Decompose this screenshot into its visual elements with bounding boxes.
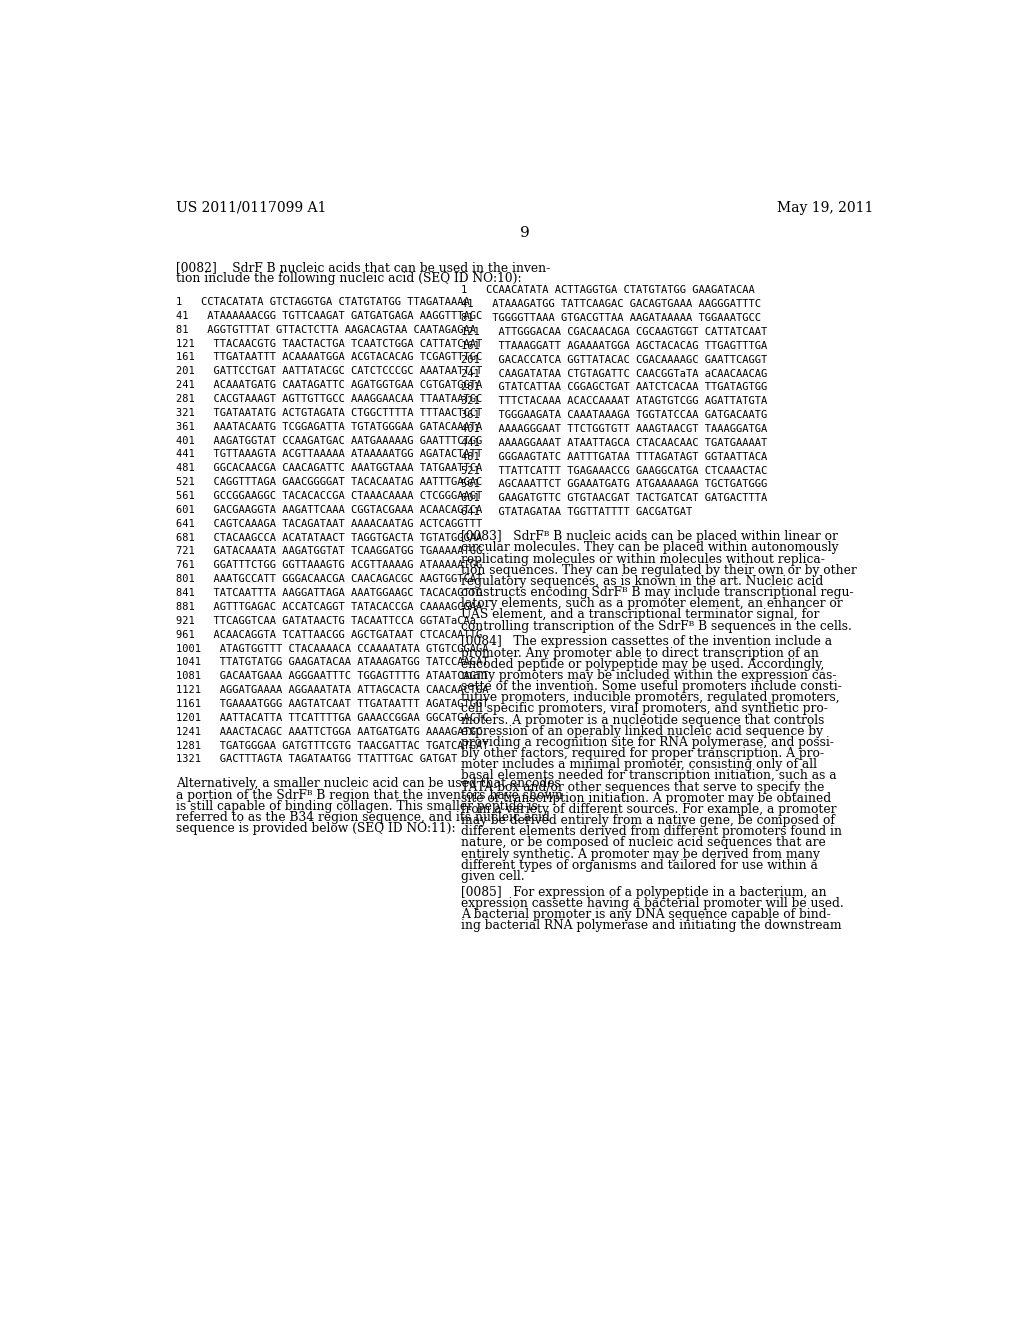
Text: 321   TTTCTACAAA ACACCAAAAT ATAGTGTCGG AGATTATGTA: 321 TTTCTACAAA ACACCAAAAT ATAGTGTCGG AGA… bbox=[461, 396, 768, 407]
Text: 241   ACAAATGATG CAATAGATTC AGATGGTGAA CGTGATGGTA: 241 ACAAATGATG CAATAGATTC AGATGGTGAA CGT… bbox=[176, 380, 482, 391]
Text: 1281   TGATGGGAA GATGTTTCGTG TAACGATTAC TGATCATGAT: 1281 TGATGGGAA GATGTTTCGTG TAACGATTAC TG… bbox=[176, 741, 488, 751]
Text: 521   CAGGTTTAGA GAACGGGGAT TACACAATAG AATTTGAGAC: 521 CAGGTTTAGA GAACGGGGAT TACACAATAG AAT… bbox=[176, 478, 482, 487]
Text: replicating molecules or within molecules without replica-: replicating molecules or within molecule… bbox=[461, 553, 825, 566]
Text: 761   GGATTTCTGG GGTTAAAGTG ACGTTAAAAG ATAAAAATGG: 761 GGATTTCTGG GGTTAAAGTG ACGTTAAAAG ATA… bbox=[176, 561, 482, 570]
Text: sequence is provided below (SEQ ID NO:11):: sequence is provided below (SEQ ID NO:11… bbox=[176, 822, 456, 836]
Text: 481   GGGAAGTATC AATTTGATAA TTTAGATAGT GGTAATTACA: 481 GGGAAGTATC AATTTGATAA TTTAGATAGT GGT… bbox=[461, 451, 768, 462]
Text: nature, or be composed of nucleic acid sequences that are: nature, or be composed of nucleic acid s… bbox=[461, 837, 826, 849]
Text: 721   GATACAAATA AAGATGGTAT TCAAGGATGG TGAAAAATGG: 721 GATACAAATA AAGATGGTAT TCAAGGATGG TGA… bbox=[176, 546, 482, 557]
Text: 1   CCAACATATA ACTTAGGTGA CTATGTATGG GAAGATACAA: 1 CCAACATATA ACTTAGGTGA CTATGTATGG GAAGA… bbox=[461, 285, 755, 296]
Text: 361   AAATACAATG TCGGAGATTA TGTATGGGAA GATACAAATA: 361 AAATACAATG TCGGAGATTA TGTATGGGAA GAT… bbox=[176, 422, 482, 432]
Text: sette of the invention. Some useful promoters include consti-: sette of the invention. Some useful prom… bbox=[461, 680, 842, 693]
Text: 641   CAGTCAAAGA TACAGATAAT AAAACAATAG ACTCAGGTTT: 641 CAGTCAAAGA TACAGATAAT AAAACAATAG ACT… bbox=[176, 519, 482, 529]
Text: 601   GACGAAGGTA AAGATTCAAA CGGTACGAAA ACAACAGTCA: 601 GACGAAGGTA AAGATTCAAA CGGTACGAAA ACA… bbox=[176, 506, 482, 515]
Text: 961   ACAACAGGTA TCATTAACGG AGCTGATAAT CTCACAATTG: 961 ACAACAGGTA TCATTAACGG AGCTGATAAT CTC… bbox=[176, 630, 482, 640]
Text: 121   ATTGGGACAA CGACAACAGA CGCAAGTGGT CATTATCAAT: 121 ATTGGGACAA CGACAACAGA CGCAAGTGGT CAT… bbox=[461, 327, 768, 337]
Text: 1081   GACAATGAAA AGGGAATTTC TGGAGTTTTG ATAATCAGTT: 1081 GACAATGAAA AGGGAATTTC TGGAGTTTTG AT… bbox=[176, 671, 488, 681]
Text: different elements derived from different promoters found in: different elements derived from differen… bbox=[461, 825, 843, 838]
Text: controlling transcription of the SdrFᴮ B sequences in the cells.: controlling transcription of the SdrFᴮ B… bbox=[461, 619, 852, 632]
Text: [0085]   For expression of a polypeptide in a bacterium, an: [0085] For expression of a polypeptide i… bbox=[461, 886, 826, 899]
Text: 81   AGGTGTTTAT GTTACTCTTA AAGACAGTAA CAATAGAGAA: 81 AGGTGTTTAT GTTACTCTTA AAGACAGTAA CAAT… bbox=[176, 325, 476, 335]
Text: tion include the following nucleic acid (SEQ ID NO:10):: tion include the following nucleic acid … bbox=[176, 272, 521, 285]
Text: moter includes a minimal promoter, consisting only of all: moter includes a minimal promoter, consi… bbox=[461, 758, 817, 771]
Text: is still capable of binding collagen. This smaller peptide is: is still capable of binding collagen. Th… bbox=[176, 800, 538, 813]
Text: 1121   AGGATGAAAA AGGAAATATA ATTAGCACTA CAACAACTGA: 1121 AGGATGAAAA AGGAAATATA ATTAGCACTA CA… bbox=[176, 685, 488, 696]
Text: 361   TGGGAAGATA CAAATAAAGA TGGTATCCAA GATGACAATG: 361 TGGGAAGATA CAAATAAAGA TGGTATCCAA GAT… bbox=[461, 411, 768, 420]
Text: referred to as the B34 region sequence, and its nucleic acid: referred to as the B34 region sequence, … bbox=[176, 810, 550, 824]
Text: 41   ATAAAAAACGG TGTTCAAGAT GATGATGAGA AAGGTTTAGC: 41 ATAAAAAACGG TGTTCAAGAT GATGATGAGA AAG… bbox=[176, 312, 482, 321]
Text: Alternatively, a smaller nucleic acid can be used that encodes: Alternatively, a smaller nucleic acid ca… bbox=[176, 777, 561, 791]
Text: different types of organisms and tailored for use within a: different types of organisms and tailore… bbox=[461, 859, 818, 871]
Text: 281   GTATCATTAA CGGAGCTGAT AATCTCACAA TTGATAGTGG: 281 GTATCATTAA CGGAGCTGAT AATCTCACAA TTG… bbox=[461, 383, 768, 392]
Text: 601   GAAGATGTTC GTGTAACGAT TACTGATCAT GATGACTTTA: 601 GAAGATGTTC GTGTAACGAT TACTGATCAT GAT… bbox=[461, 494, 768, 503]
Text: 1   CCTACATATA GTCTAGGTGA CTATGTATGG TTAGATAAAA: 1 CCTACATATA GTCTAGGTGA CTATGTATGG TTAGA… bbox=[176, 297, 470, 308]
Text: 161   TTGATAATTT ACAAAATGGA ACGTACACAG TCGAGTTTGC: 161 TTGATAATTT ACAAAATGGA ACGTACACAG TCG… bbox=[176, 352, 482, 363]
Text: 161   TTAAAGGATT AGAAAATGGA AGCTACACAG TTGAGTTTGA: 161 TTAAAGGATT AGAAAATGGA AGCTACACAG TTG… bbox=[461, 341, 768, 351]
Text: [0082]    SdrF B nucleic acids that can be used in the inven-: [0082] SdrF B nucleic acids that can be … bbox=[176, 261, 550, 273]
Text: 201   GATTCCTGAT AATTATACGC CATCTCCCGC AAATAATTCT: 201 GATTCCTGAT AATTATACGC CATCTCCCGC AAA… bbox=[176, 367, 482, 376]
Text: 201   GACACCATCA GGTTATACAC CGACAAAAGC GAATTCAGGT: 201 GACACCATCA GGTTATACAC CGACAAAAGC GAA… bbox=[461, 355, 768, 364]
Text: 401   AAGATGGTAT CCAAGATGAC AATGAAAAAG GAATTTCTGG: 401 AAGATGGTAT CCAAGATGAC AATGAAAAAG GAA… bbox=[176, 436, 482, 446]
Text: 841   TATCAATTTA AAGGATTAGA AAATGGAAGC TACACAGTTG: 841 TATCAATTTA AAGGATTAGA AAATGGAAGC TAC… bbox=[176, 589, 482, 598]
Text: May 19, 2011: May 19, 2011 bbox=[777, 201, 873, 215]
Text: 121   TTACAACGTG TAACTACTGA TCAATCTGGA CATTATCAAT: 121 TTACAACGTG TAACTACTGA TCAATCTGGA CAT… bbox=[176, 339, 482, 348]
Text: 481   GGCACAACGA CAACAGATTC AAATGGTAAA TATGAATTCA: 481 GGCACAACGA CAACAGATTC AAATGGTAAA TAT… bbox=[176, 463, 482, 474]
Text: circular molecules. They can be placed within autonomously: circular molecules. They can be placed w… bbox=[461, 541, 839, 554]
Text: 241   CAAGATATAA CTGTAGATTC CAACGGTaTA aCAACAACAG: 241 CAAGATATAA CTGTAGATTC CAACGGTaTA aCA… bbox=[461, 368, 768, 379]
Text: [0083]   SdrFᴮ B nucleic acids can be placed within linear or: [0083] SdrFᴮ B nucleic acids can be plac… bbox=[461, 531, 838, 544]
Text: UAS element, and a transcriptional terminator signal, for: UAS element, and a transcriptional termi… bbox=[461, 609, 819, 622]
Text: from a variety of different sources. For example, a promoter: from a variety of different sources. For… bbox=[461, 803, 837, 816]
Text: 881   AGTTTGAGAC ACCATCAGGT TATACACCGA CAAAAGCGAA: 881 AGTTTGAGAC ACCATCAGGT TATACACCGA CAA… bbox=[176, 602, 482, 612]
Text: ing bacterial RNA polymerase and initiating the downstream: ing bacterial RNA polymerase and initiat… bbox=[461, 919, 842, 932]
Text: entirely synthetic. A promoter may be derived from many: entirely synthetic. A promoter may be de… bbox=[461, 847, 820, 861]
Text: expression cassette having a bacterial promoter will be used.: expression cassette having a bacterial p… bbox=[461, 896, 844, 909]
Text: tion sequences. They can be regulated by their own or by other: tion sequences. They can be regulated by… bbox=[461, 564, 857, 577]
Text: regulatory sequences, as is known in the art. Nucleic acid: regulatory sequences, as is known in the… bbox=[461, 576, 823, 587]
Text: 41   ATAAAGATGG TATTCAAGAC GACAGTGAAA AAGGGATTTC: 41 ATAAAGATGG TATTCAAGAC GACAGTGAAA AAGG… bbox=[461, 300, 761, 309]
Text: 401   AAAAGGGAAT TTCTGGTGTT AAAGTAACGT TAAAGGATGA: 401 AAAAGGGAAT TTCTGGTGTT AAAGTAACGT TAA… bbox=[461, 424, 768, 434]
Text: 521   TTATTCATTT TGAGAAACCG GAAGGCATGA CTCAAACTAC: 521 TTATTCATTT TGAGAAACCG GAAGGCATGA CTC… bbox=[461, 466, 768, 475]
Text: many promoters may be included within the expression cas-: many promoters may be included within th… bbox=[461, 669, 837, 682]
Text: 921   TTCAGGTCAA GATATAACTG TACAATTCCA GGTATaCAa: 921 TTCAGGTCAA GATATAACTG TACAATTCCA GGT… bbox=[176, 615, 476, 626]
Text: promoter. Any promoter able to direct transcription of an: promoter. Any promoter able to direct tr… bbox=[461, 647, 819, 660]
Text: providing a recognition site for RNA polymerase, and possi-: providing a recognition site for RNA pol… bbox=[461, 737, 835, 748]
Text: 1041   TTATGTATGG GAAGATACAA ATAAAGATGG TATCCAAGAT: 1041 TTATGTATGG GAAGATACAA ATAAAGATGG TA… bbox=[176, 657, 488, 668]
Text: may be derived entirely from a native gene, be composed of: may be derived entirely from a native ge… bbox=[461, 814, 836, 828]
Text: 9: 9 bbox=[520, 226, 529, 240]
Text: bly other factors, required for proper transcription. A pro-: bly other factors, required for proper t… bbox=[461, 747, 824, 760]
Text: 1321   GACTTTAGTA TAGATAATGG TTATTTGAC GATGAT: 1321 GACTTTAGTA TAGATAATGG TTATTTGAC GAT… bbox=[176, 755, 458, 764]
Text: 441   AAAAGGAAAT ATAATTAGCA CTACAACAAC TGATGAAAAT: 441 AAAAGGAAAT ATAATTAGCA CTACAACAAC TGA… bbox=[461, 438, 768, 447]
Text: cell specific promoters, viral promoters, and synthetic pro-: cell specific promoters, viral promoters… bbox=[461, 702, 828, 715]
Text: moters. A promoter is a nucleotide sequence that controls: moters. A promoter is a nucleotide seque… bbox=[461, 714, 824, 726]
Text: 561   AGCAAATTCT GGAAATGATG ATGAAAAAGA TGCTGATGGG: 561 AGCAAATTCT GGAAATGATG ATGAAAAAGA TGC… bbox=[461, 479, 768, 490]
Text: 1241   AAACTACAGC AAATTCTGGA AATGATGATG AAAAGATGC: 1241 AAACTACAGC AAATTCTGGA AATGATGATG AA… bbox=[176, 726, 482, 737]
Text: a portion of the SdrFᴮ B region that the inventors have shown: a portion of the SdrFᴮ B region that the… bbox=[176, 788, 563, 801]
Text: TATA-box and/or other sequences that serve to specify the: TATA-box and/or other sequences that ser… bbox=[461, 780, 824, 793]
Text: 641   GTATAGATAA TGGTTATTTT GACGATGAT: 641 GTATAGATAA TGGTTATTTT GACGATGAT bbox=[461, 507, 692, 517]
Text: A bacterial promoter is any DNA sequence capable of bind-: A bacterial promoter is any DNA sequence… bbox=[461, 908, 831, 921]
Text: basal elements needed for transcription initiation, such as a: basal elements needed for transcription … bbox=[461, 770, 837, 783]
Text: 681   CTACAAGCCA ACATATAACT TAGGTGACTA TGTATGGGAA: 681 CTACAAGCCA ACATATAACT TAGGTGACTA TGT… bbox=[176, 533, 482, 543]
Text: latory elements, such as a promoter element, an enhancer or: latory elements, such as a promoter elem… bbox=[461, 598, 843, 610]
Text: 321   TGATAATATG ACTGTAGATA CTGGCTTTTA TTTAACTCCT: 321 TGATAATATG ACTGTAGATA CTGGCTTTTA TTT… bbox=[176, 408, 482, 418]
Text: given cell.: given cell. bbox=[461, 870, 525, 883]
Text: 1001   ATAGTGGTTT CTACAAAACA CCAAAATATA GTGTCGGAGA: 1001 ATAGTGGTTT CTACAAAACA CCAAAATATA GT… bbox=[176, 644, 488, 653]
Text: tutive promoters, inducible promoters, regulated promoters,: tutive promoters, inducible promoters, r… bbox=[461, 692, 840, 705]
Text: 1201   AATTACATTA TTCATTTTGA GAAACCGGAA GGCATGACTC: 1201 AATTACATTA TTCATTTTGA GAAACCGGAA GG… bbox=[176, 713, 488, 723]
Text: encoded peptide or polypeptide may be used. Accordingly,: encoded peptide or polypeptide may be us… bbox=[461, 657, 824, 671]
Text: 281   CACGTAAAGT AGTTGTTGCC AAAGGAACAA TTAATAATGC: 281 CACGTAAAGT AGTTGTTGCC AAAGGAACAA TTA… bbox=[176, 395, 482, 404]
Text: 561   GCCGGAAGGC TACACACCGA CTAAACAAAA CTCGGGAAGT: 561 GCCGGAAGGC TACACACCGA CTAAACAAAA CTC… bbox=[176, 491, 482, 502]
Text: 1161   TGAAAATGGG AAGTATCAAT TTGATAATTT AGATAGTGGT: 1161 TGAAAATGGG AAGTATCAAT TTGATAATTT AG… bbox=[176, 700, 488, 709]
Text: 801   AAATGCCATT GGGACAACGA CAACAGACGC AAGTGGTCAT: 801 AAATGCCATT GGGACAACGA CAACAGACGC AAG… bbox=[176, 574, 482, 585]
Text: 81   TGGGGTTAAA GTGACGTTAA AAGATAAAAA TGGAAATGCC: 81 TGGGGTTAAA GTGACGTTAA AAGATAAAAA TGGA… bbox=[461, 313, 761, 323]
Text: 441   TGTTAAAGTA ACGTTAAAAA ATAAAAATGG AGATACTATT: 441 TGTTAAAGTA ACGTTAAAAA ATAAAAATGG AGA… bbox=[176, 449, 482, 459]
Text: site of transcription initiation. A promoter may be obtained: site of transcription initiation. A prom… bbox=[461, 792, 831, 805]
Text: US 2011/0117099 A1: US 2011/0117099 A1 bbox=[176, 201, 327, 215]
Text: [0084]   The expression cassettes of the invention include a: [0084] The expression cassettes of the i… bbox=[461, 635, 833, 648]
Text: expression of an operably linked nucleic acid sequence by: expression of an operably linked nucleic… bbox=[461, 725, 823, 738]
Text: constructs encoding SdrFᴮ B may include transcriptional regu-: constructs encoding SdrFᴮ B may include … bbox=[461, 586, 854, 599]
